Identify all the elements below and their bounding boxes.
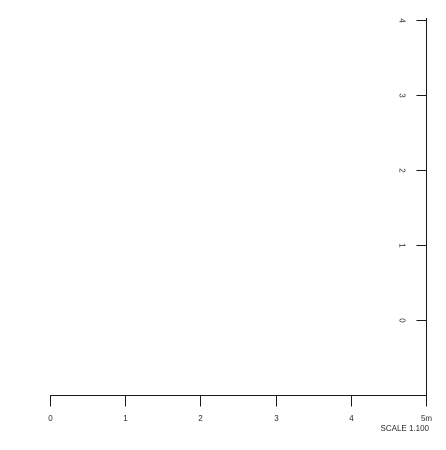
horizontal-tick-label-0: 0	[48, 414, 53, 423]
vertical-tick-label-4: 4	[398, 18, 407, 23]
horizontal-tick-label-1: 1	[123, 414, 128, 423]
horizontal-scale-bar: 0 1 2 3 4 5m	[48, 395, 432, 423]
horizontal-tick-label-3: 3	[274, 414, 279, 423]
horizontal-tick-label-4: 4	[349, 414, 354, 423]
horizontal-tick-label-2: 2	[198, 414, 203, 423]
horizontal-tick-label-5: 5m	[421, 414, 432, 423]
vertical-tick-label-1: 1	[398, 243, 407, 248]
vertical-tick-label-0: 0	[398, 318, 407, 323]
scale-caption: SCALE 1.100	[381, 424, 430, 433]
vertical-tick-label-3: 3	[398, 93, 407, 98]
vertical-tick-label-2: 2	[398, 168, 407, 173]
vertical-scale-bar: 0 1 2 3 4	[398, 18, 427, 396]
